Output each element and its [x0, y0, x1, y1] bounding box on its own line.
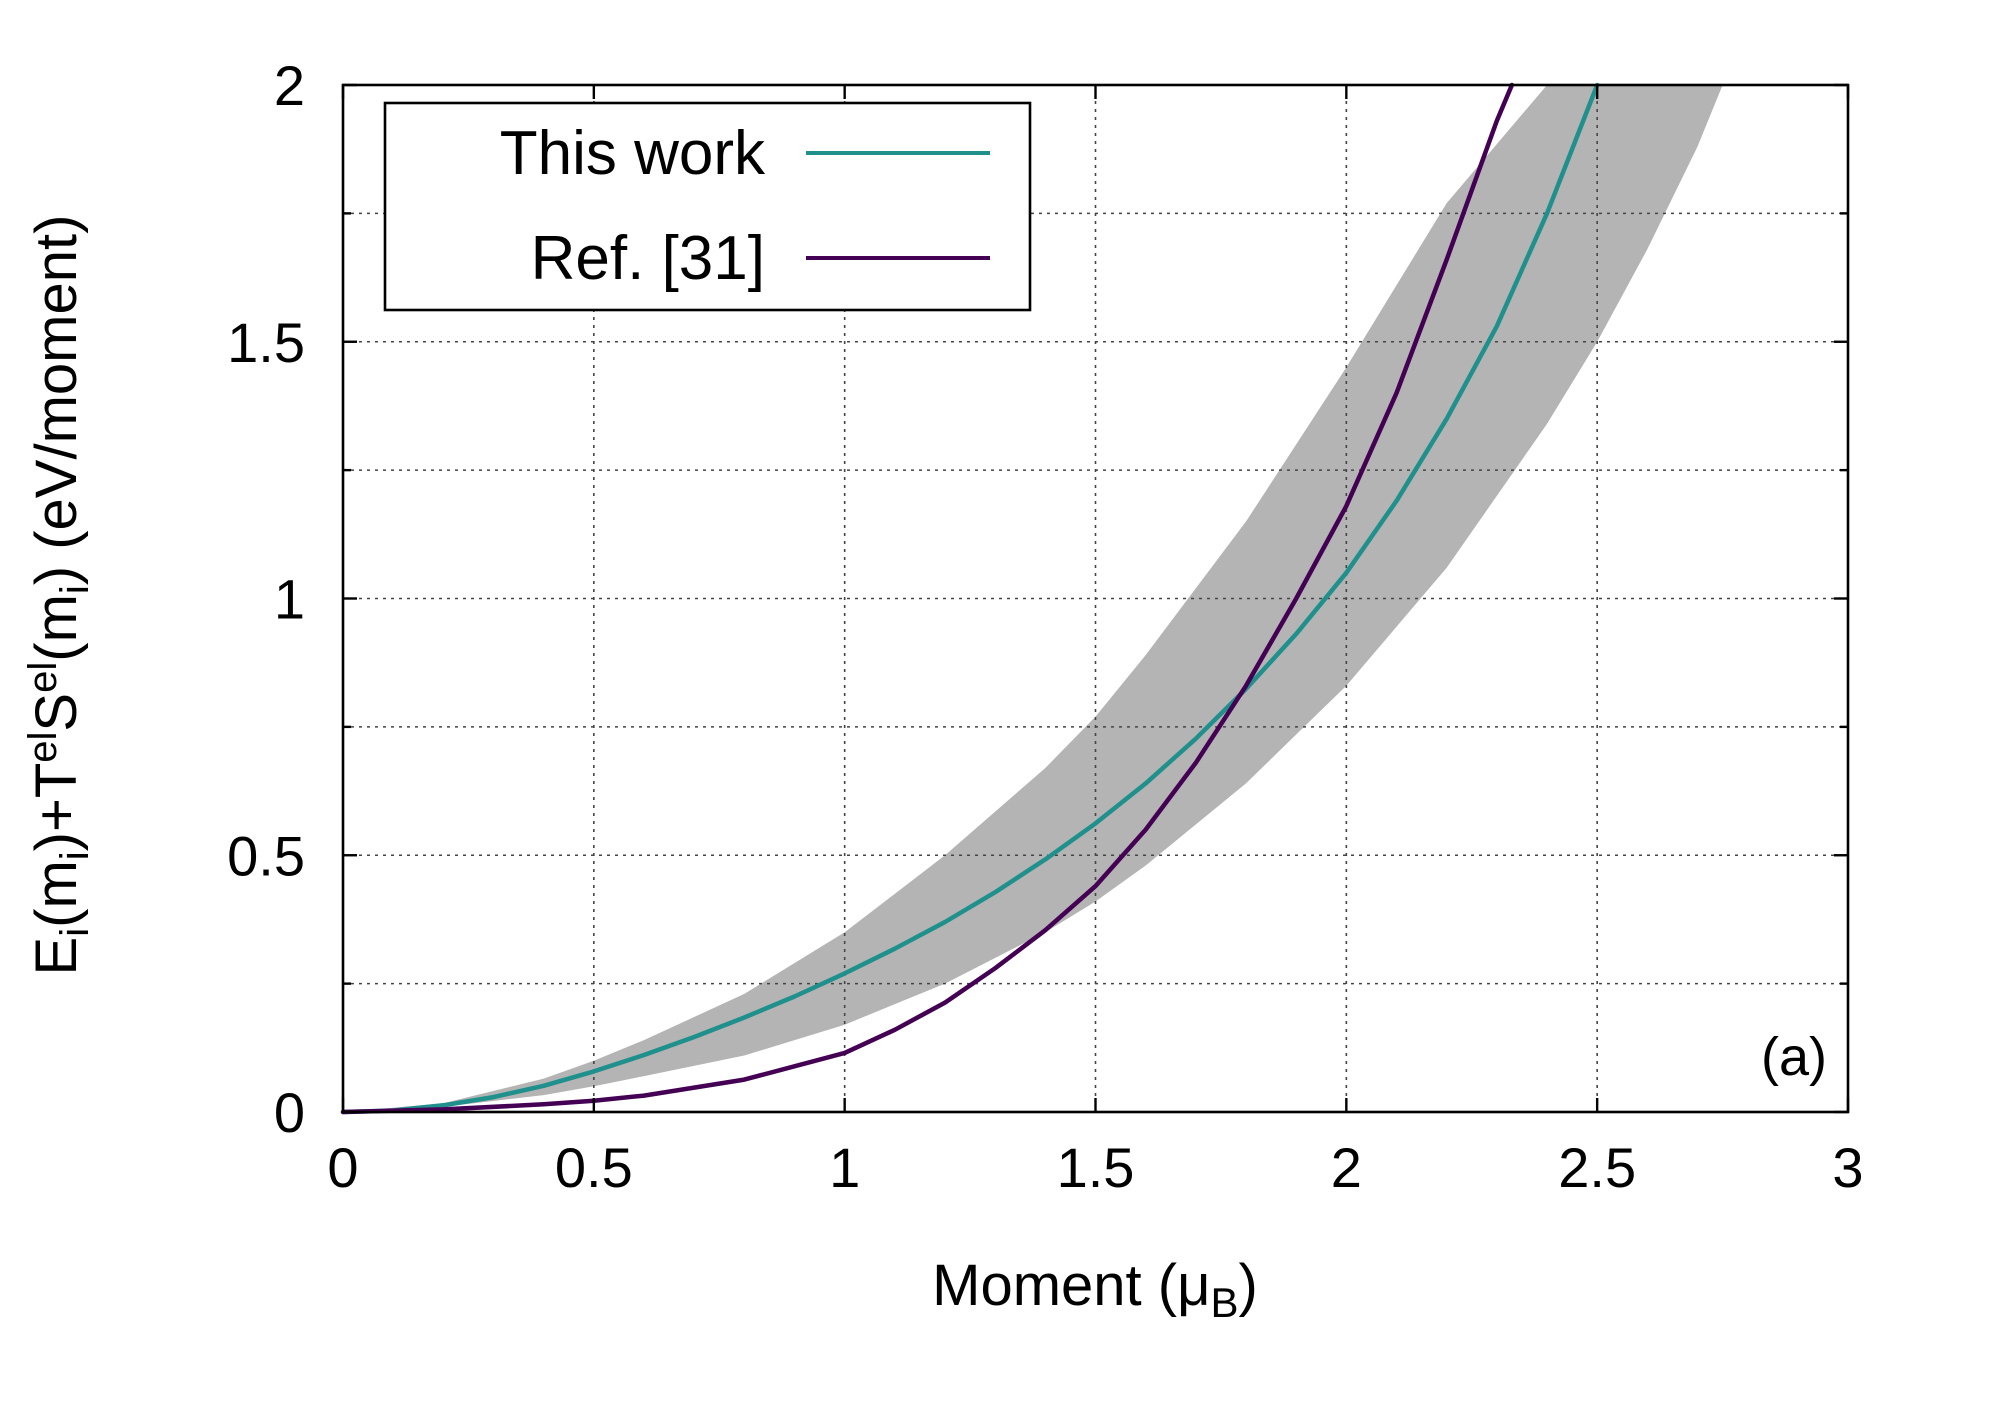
y-axis-title-p1-sub: i: [53, 928, 97, 937]
legend-label-ref-31: Ref. [31]: [531, 224, 765, 293]
y-axis-title-p2: (m: [24, 860, 89, 928]
x-axis-title-main: Moment (μ: [932, 1253, 1210, 1318]
x-axis-title-sub: B: [1211, 1279, 1239, 1326]
x-tick-label: 0.5: [555, 1136, 633, 1199]
x-tick-label: 1: [829, 1136, 860, 1199]
y-tick-label: 1.5: [227, 311, 305, 374]
y-axis-title-p6: ) (eV/moment): [24, 215, 89, 586]
y-axis-title-p1: E: [24, 937, 89, 976]
x-tick-label: 0: [327, 1136, 358, 1199]
y-axis-title-p5: (m: [24, 594, 89, 662]
y-axis-title-p4: S: [24, 693, 89, 732]
y-axis-title: Ei(mi)+TelSel(mi) (eV/moment): [21, 215, 97, 976]
y-tick-label: 1: [274, 568, 305, 631]
panel-label: (a): [1761, 1027, 1827, 1087]
x-tick-label: 2: [1331, 1136, 1362, 1199]
legend-label-this-work: This work: [500, 119, 766, 188]
x-tick-label: 2.5: [1558, 1136, 1636, 1199]
y-tick-label: 2: [274, 54, 305, 117]
x-tick-label: 1.5: [1057, 1136, 1135, 1199]
x-axis-title-end: ): [1239, 1253, 1258, 1318]
x-axis-title: Moment (μB): [932, 1253, 1258, 1326]
y-tick-label: 0: [274, 1081, 305, 1144]
series-line-ref-31: [340, 82, 1515, 1115]
y-tick-label: 0.5: [227, 824, 305, 887]
y-axis-title-p5-sub: i: [53, 585, 97, 594]
y-axis-title-p2-sub: i: [53, 851, 97, 860]
tick-layer: 0 0.5 1 1.5 2 2.5 3 0 0.5 1 1.5 2: [227, 54, 1863, 1199]
y-axis-title-p3-sup: el: [21, 732, 65, 763]
series-line-this-work: [340, 82, 1600, 1115]
legend-box: [383, 101, 1032, 312]
y-axis-title-p4-sup: el: [21, 662, 65, 693]
x-tick-label: 3: [1832, 1136, 1863, 1199]
series-layer: [340, 82, 1600, 1115]
y-axis-title-p3: )+T: [24, 763, 89, 852]
legend: This work Ref. [31]: [383, 101, 1032, 312]
